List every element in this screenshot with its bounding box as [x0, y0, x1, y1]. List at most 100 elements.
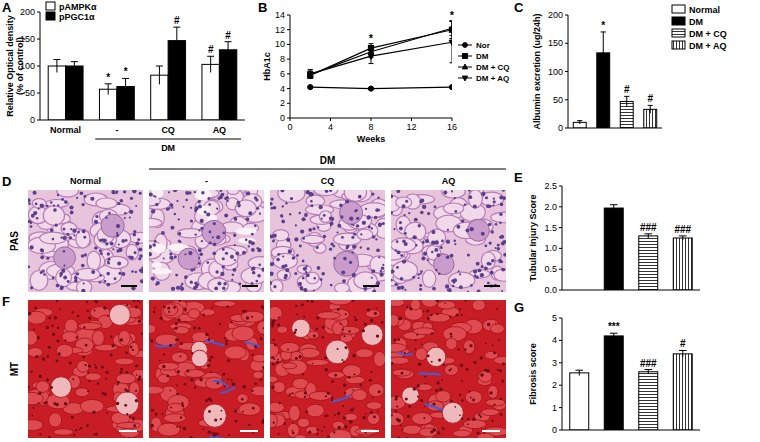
nucleus — [373, 415, 376, 418]
nucleus — [461, 417, 463, 419]
nucleus — [254, 196, 257, 199]
nucleus — [57, 204, 59, 206]
nucleus — [261, 267, 264, 271]
y-tick — [287, 29, 290, 30]
nucleus — [138, 375, 141, 378]
nucleus — [324, 368, 328, 372]
nucleus — [502, 362, 505, 365]
tubule — [158, 374, 170, 383]
nucleus — [465, 229, 469, 233]
nucleus — [376, 248, 380, 252]
nucleus — [60, 287, 64, 291]
nucleus — [459, 394, 461, 396]
error-bar — [644, 234, 652, 238]
tubule — [463, 420, 486, 429]
nucleus — [446, 239, 450, 243]
nucleus — [40, 203, 44, 207]
nucleus — [207, 197, 210, 200]
nucleus — [176, 393, 178, 395]
y-tick — [559, 318, 562, 319]
bar — [570, 373, 589, 430]
tubule — [80, 399, 104, 413]
nucleus — [308, 228, 312, 232]
legend-marker — [463, 54, 468, 59]
nucleus — [351, 236, 354, 239]
nucleus — [223, 232, 226, 235]
nucleus — [423, 252, 427, 256]
tubule — [28, 311, 46, 324]
nucleus — [161, 231, 165, 235]
nucleus — [39, 375, 42, 378]
nucleus — [166, 375, 169, 378]
glomerulus — [202, 220, 226, 244]
nucleus — [252, 354, 254, 356]
nucleus — [329, 248, 332, 251]
nucleus — [381, 321, 384, 324]
error-bar — [173, 27, 180, 54]
nucleus — [131, 270, 134, 273]
nucleus — [450, 333, 453, 336]
y-tick-label: 2.5 — [544, 181, 557, 191]
y-tick-label: 0 — [280, 113, 285, 123]
nucleus — [133, 300, 135, 302]
nucleus — [56, 300, 58, 302]
nucleus — [351, 251, 353, 253]
nucleus — [423, 310, 425, 312]
nucleus — [129, 210, 133, 214]
tubule — [237, 394, 248, 404]
nucleus — [292, 430, 294, 432]
nucleus — [212, 251, 216, 255]
nucleus — [126, 371, 129, 374]
nucleus — [261, 305, 264, 308]
nucleus — [367, 215, 371, 219]
nucleus — [214, 418, 217, 421]
nucleus — [330, 224, 332, 226]
tubule — [57, 190, 79, 197]
nucleus — [232, 274, 235, 277]
tubule — [30, 270, 48, 290]
nucleus — [343, 257, 347, 261]
nucleus — [169, 252, 172, 255]
nucleus — [282, 205, 284, 207]
nucleus — [66, 233, 69, 236]
nucleus — [329, 217, 332, 220]
nucleus — [45, 401, 48, 404]
tubule — [257, 321, 264, 334]
nucleus — [488, 205, 491, 208]
y-tick-label: 100 — [548, 67, 563, 77]
nucleus — [168, 191, 170, 193]
nucleus — [316, 328, 318, 330]
nucleus — [470, 397, 472, 399]
nucleus — [248, 211, 252, 215]
nucleus — [473, 269, 477, 273]
nucleus — [343, 361, 345, 363]
legend-label: Normal — [689, 5, 720, 15]
nucleus — [432, 402, 435, 405]
error-bar — [369, 49, 374, 64]
nucleus — [405, 397, 408, 400]
nucleus — [198, 230, 200, 232]
x-tick — [330, 118, 331, 121]
nucleus — [133, 424, 136, 427]
nucleus — [183, 427, 186, 430]
y-tick — [37, 66, 40, 67]
nucleus — [337, 348, 339, 350]
scale-bar — [121, 285, 137, 287]
tubule — [436, 391, 451, 402]
nucleus — [487, 282, 490, 285]
nucleus — [330, 242, 333, 245]
nucleus — [287, 349, 289, 351]
column-label: CQ — [321, 176, 335, 186]
nucleus — [83, 282, 85, 284]
nucleus — [290, 197, 293, 200]
tubule — [75, 268, 100, 280]
nucleus — [234, 244, 236, 246]
nucleus — [431, 230, 435, 234]
nucleus — [337, 412, 340, 415]
nucleus — [176, 286, 180, 290]
significance: * — [106, 72, 110, 83]
nucleus — [251, 233, 254, 236]
nucleus — [364, 322, 367, 325]
nucleus — [400, 285, 404, 289]
error-bar — [610, 333, 618, 338]
